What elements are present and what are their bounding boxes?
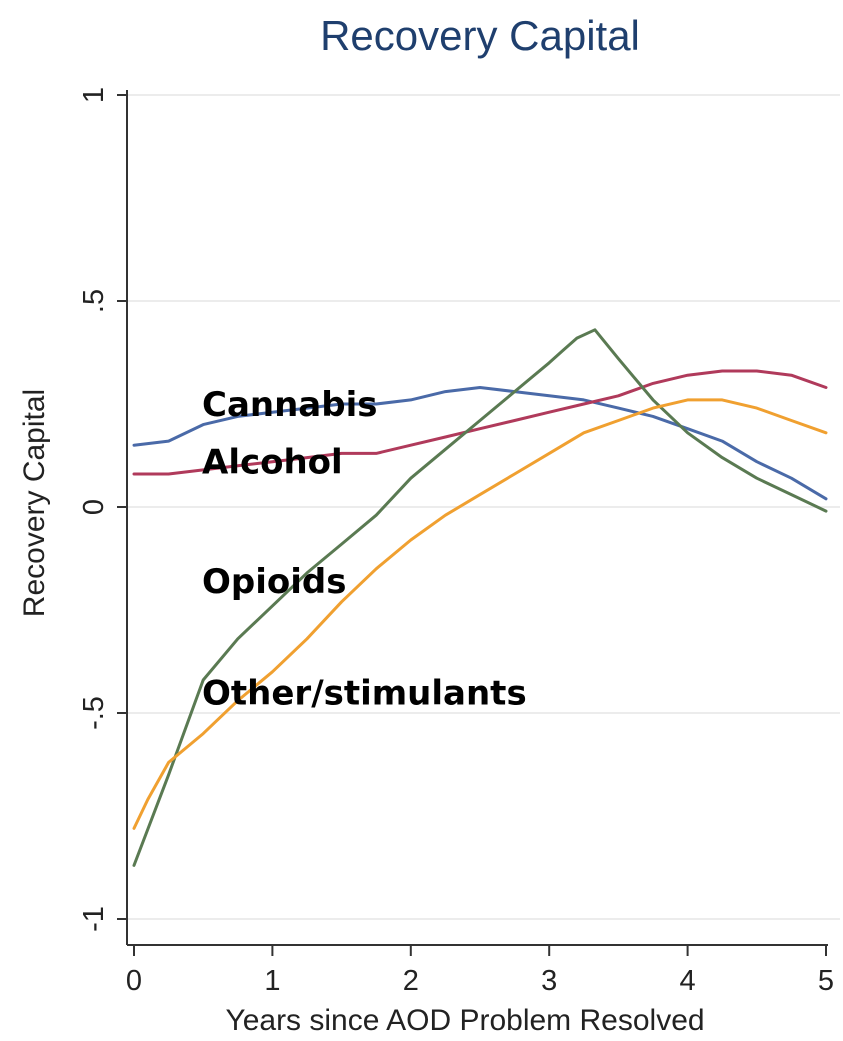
series-annotations: Cannabis Alcohol Opioids Other/stimulants xyxy=(202,385,527,713)
y-tick-label: 0 xyxy=(78,499,110,515)
y-tick-label: -.5 xyxy=(78,696,110,730)
axes xyxy=(126,90,828,946)
annotation-cannabis: Cannabis xyxy=(202,385,377,425)
x-tick-label: 3 xyxy=(541,965,557,997)
x-tick-label: 1 xyxy=(264,965,280,997)
y-tick-label: -1 xyxy=(78,906,110,932)
ticks: -1 -.5 0 .5 1 0 1 2 3 4 5 xyxy=(78,87,834,997)
series-line-cannabis xyxy=(132,386,828,501)
y-axis-label: Recovery Capital xyxy=(18,389,51,617)
series-lines xyxy=(132,328,828,867)
y-tick-label: .5 xyxy=(78,289,110,313)
series-line-alcohol xyxy=(132,369,828,476)
annotation-other-stimulants: Other/stimulants xyxy=(202,673,527,713)
x-tick-label: 0 xyxy=(126,965,142,997)
x-axis-label: Years since AOD Problem Resolved xyxy=(225,1004,704,1037)
gridlines xyxy=(128,94,840,920)
x-tick-label: 4 xyxy=(680,965,696,997)
annotation-alcohol: Alcohol xyxy=(202,443,343,483)
annotation-opioids: Opioids xyxy=(202,562,346,602)
chart-title: Recovery Capital xyxy=(320,12,640,59)
series-line-other-stimulants xyxy=(132,398,828,830)
x-tick-label: 2 xyxy=(403,965,419,997)
y-tick-label: 1 xyxy=(78,87,110,103)
series-line-opioids xyxy=(132,328,828,867)
x-tick-label: 5 xyxy=(818,965,834,997)
